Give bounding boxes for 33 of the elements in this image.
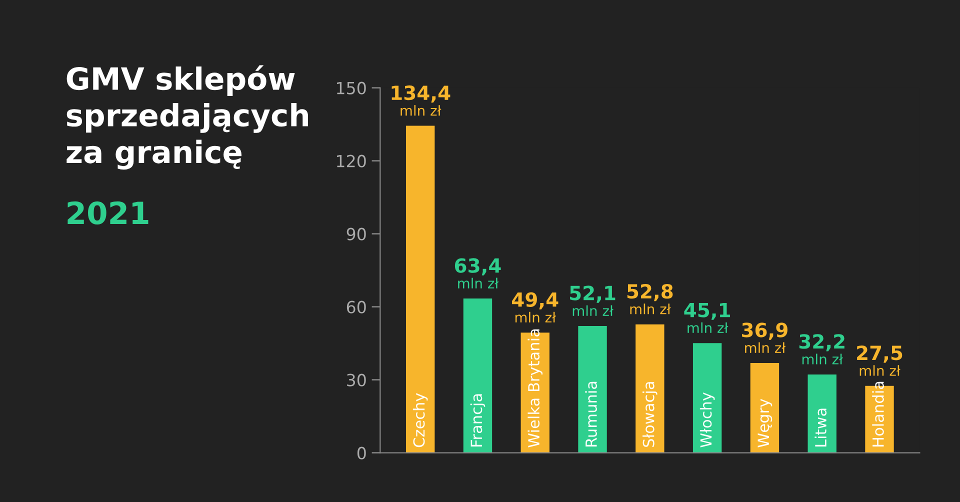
data-label: 36,9 mln zł — [742, 322, 788, 353]
x-tick-label: Litwa — [814, 408, 827, 446]
data-label: 49,4 mln zł — [512, 292, 558, 322]
x-tick-label: Holandia — [872, 382, 884, 446]
bar — [750, 363, 780, 453]
x-tick-label: Wielka Brytania — [528, 329, 543, 448]
data-label: 134,4 mln zł — [392, 85, 450, 116]
y-tick-label: 30 — [347, 374, 366, 386]
text: 2021 — [68, 201, 148, 224]
bar — [406, 126, 435, 453]
y-tick-label: 0 — [357, 446, 366, 460]
data-label: 52,8 mln zł — [627, 284, 673, 314]
x-tick-label: Rumunia — [585, 382, 597, 446]
data-label: 63,4 mln zł — [454, 258, 501, 288]
chart-title: GMV sklepów sprzedających za granicę — [66, 65, 308, 170]
x-tick-label: Węgry — [758, 398, 772, 448]
bar — [463, 298, 492, 453]
data-label: 27,5 mln zł — [857, 346, 902, 376]
y-tick-label: 120 — [336, 154, 366, 168]
x-tick-label: Francja — [470, 394, 486, 446]
data-label: 32,2 mln zł — [799, 334, 844, 364]
x-tick-label: Włochy — [700, 392, 715, 448]
y-tick-label: 90 — [346, 228, 366, 240]
data-label: 52,1 mln zł — [570, 286, 616, 316]
data-label: 45,1 mln zł — [684, 302, 730, 333]
bar — [578, 326, 607, 453]
bar — [692, 343, 722, 453]
y-tick-label: 150 — [336, 82, 366, 94]
bar — [808, 374, 836, 453]
x-tick-label: Czechy — [412, 393, 428, 448]
bar — [636, 324, 664, 453]
x-tick-label: Słowacja — [642, 382, 658, 447]
y-tick-label: 60 — [346, 300, 366, 314]
